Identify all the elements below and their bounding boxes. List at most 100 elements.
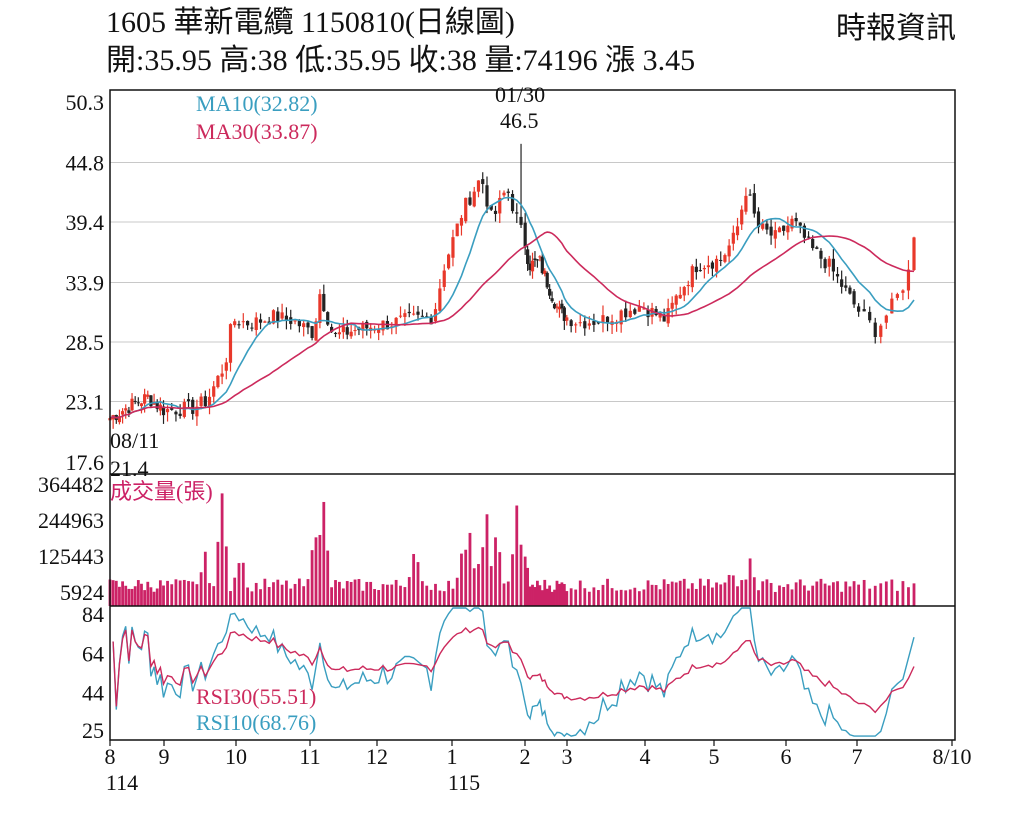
candle-body [143,394,147,404]
candle-body [314,321,318,341]
volume-bar [619,589,623,606]
volume-bar [757,590,760,606]
candle-body [203,396,207,407]
volume-bar [114,580,118,606]
volume-bar [361,590,365,606]
candle-body [890,298,894,314]
volume-bar [381,584,385,606]
volume-bar [637,591,641,606]
candle-body [694,266,698,273]
volume-bar [124,585,128,606]
candle-body [646,309,650,318]
volume-bar [178,580,182,606]
candle-body [545,272,549,288]
volume-bar [519,544,523,606]
annotation-high-value: 46.5 [500,108,539,133]
candle-body [228,324,233,363]
volume-bar [187,581,190,606]
volume-bar [538,585,542,606]
candle-body [756,211,761,228]
candle-body [271,310,276,324]
volume-bar [592,587,596,606]
x-tick-label: 8 [105,744,116,769]
legend-ma10: MA10(32.82) [196,91,318,116]
candle-body [710,262,715,269]
volume-bar [489,566,493,606]
candle-body [727,245,731,257]
candle-body [284,315,289,320]
volume-bar [330,587,334,606]
volume-bar [420,581,424,606]
candle-body [212,386,216,397]
candle-body [152,402,156,405]
legend-ma30: MA30(33.87) [196,119,318,144]
volume-bar [862,579,866,606]
price-tick-label: 39.4 [66,210,105,235]
candle-body [587,323,591,326]
candle-body [124,408,128,411]
volume-bar [536,580,539,606]
volume-bar [306,579,310,606]
volume-bar [610,588,614,606]
volume-bar [719,584,723,606]
volume-bar [130,588,134,606]
candle-body [345,327,349,335]
candle-body [879,325,883,337]
volume-bar [233,577,237,606]
volume-bar [229,591,232,606]
volume-bar [555,580,559,606]
volume-bar [752,577,756,606]
volume-bar [143,590,147,606]
price-tick-label: 44.8 [66,151,105,176]
rsi-tick-label: 64 [82,641,104,666]
volume-bar [565,591,569,606]
candle-body [670,302,674,309]
candle-body [637,306,641,312]
volume-bar [272,582,275,606]
candle-body [868,311,872,321]
volume-bar [583,588,587,606]
candle-body [258,319,263,323]
volume-tick-label: 244963 [38,508,104,533]
volume-bar [293,583,297,606]
volume-bar [365,581,369,606]
volume-bar [574,589,578,606]
volume-bar [654,585,658,606]
volume-bar [506,581,510,606]
volume-bar [263,578,267,606]
candle-body [538,256,542,258]
candle-body [658,312,662,318]
volume-bar [338,581,341,606]
volume-bar [794,582,798,606]
volume-bar [711,587,714,606]
candle-body [186,399,191,402]
volume-bar [646,580,650,606]
candle-body [412,313,416,315]
candle-body [624,308,628,318]
volume-bar [748,558,752,606]
volume-bar [531,584,534,606]
candle-body [207,396,212,407]
candle-body [777,227,782,233]
candle-body [827,258,831,267]
candle-body [835,274,840,277]
volume-bar [250,591,254,606]
candle-body [690,266,694,288]
candle-body [349,331,353,337]
volume-bar [558,583,561,606]
candle-body [481,179,485,184]
candle-body [381,320,385,331]
x-tick-label: 12 [366,744,388,769]
candle-body [565,317,569,321]
candle-body [361,323,365,331]
rsi30-line [112,626,915,714]
volume-bar [569,588,573,606]
chart-title: 1605 華新電纜 1150810(日線圖) [106,6,515,39]
ma10-line [109,196,915,419]
candle-body [476,180,481,192]
volume-bar [715,582,718,606]
candle-body [276,311,280,322]
x-tick-label: 3 [562,744,573,769]
volume-bar [528,586,532,606]
volume-bar [831,582,835,606]
